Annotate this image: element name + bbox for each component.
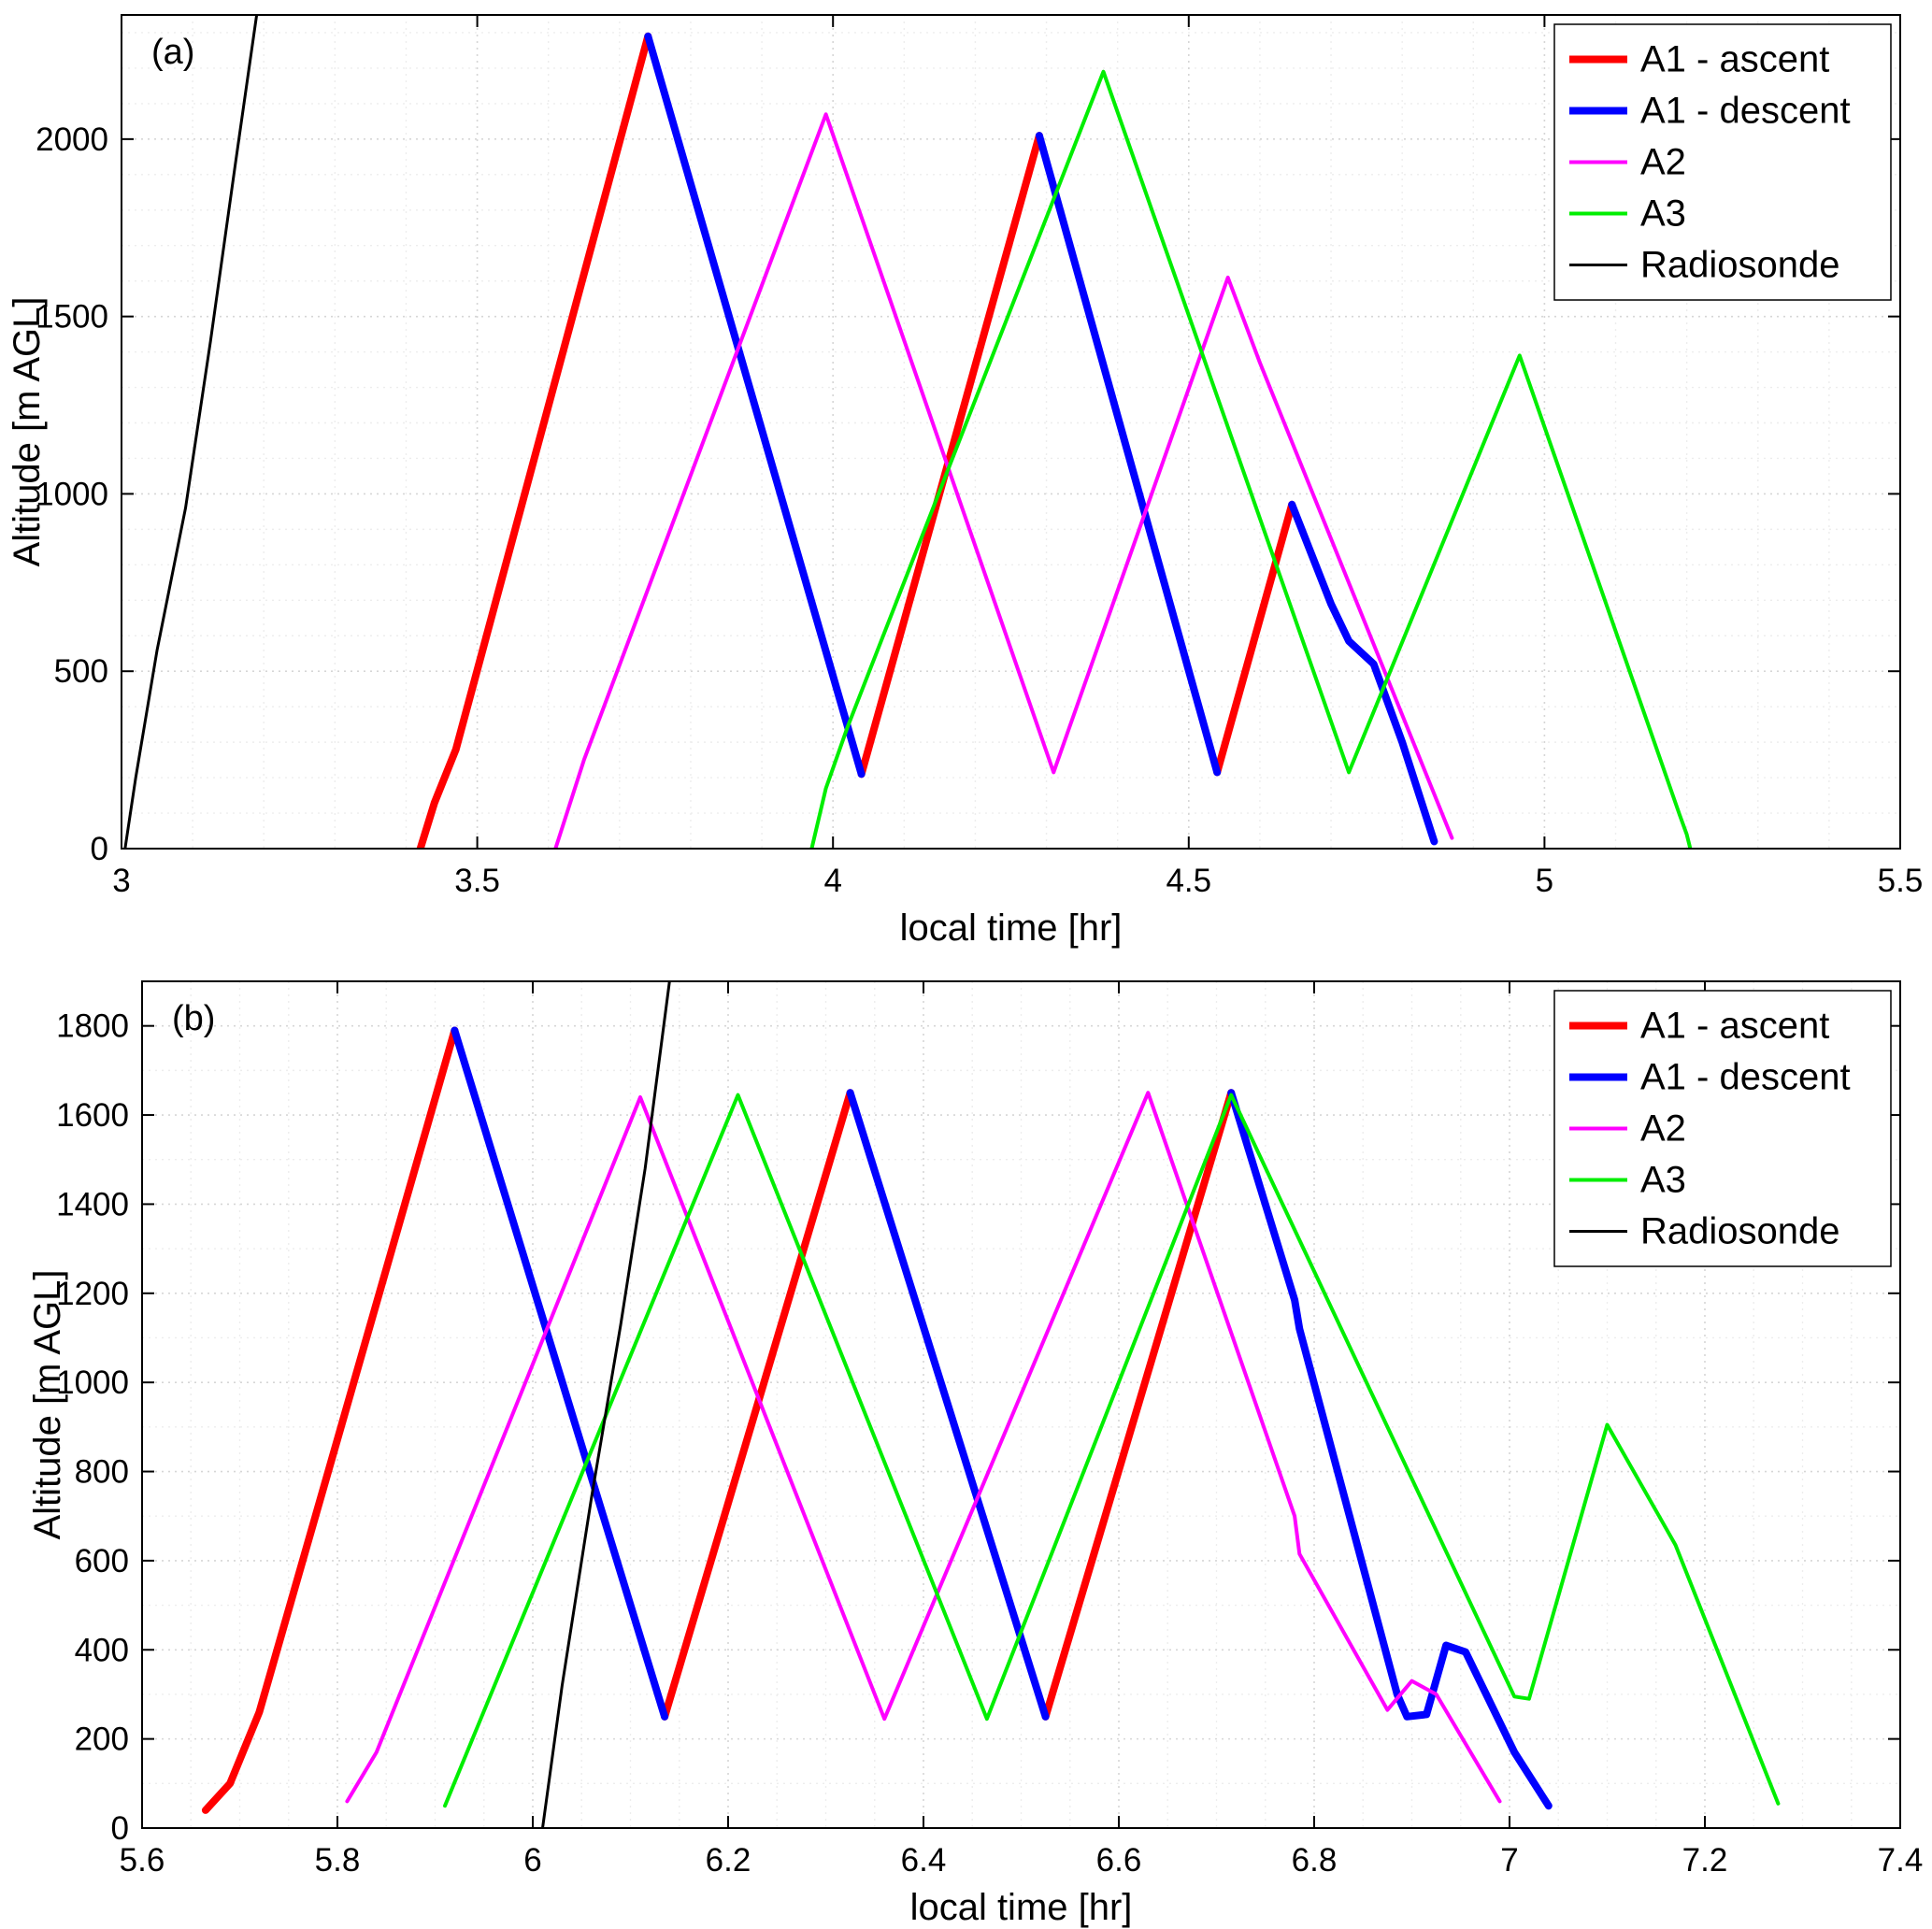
series-a1-descent bbox=[1288, 500, 1438, 846]
y-tick-label: 0 bbox=[111, 1810, 129, 1847]
legend-label: Radiosonde bbox=[1640, 1211, 1840, 1252]
series-a2 bbox=[345, 1091, 1502, 1804]
legend-label: A1 - descent bbox=[1640, 1057, 1851, 1098]
series-group bbox=[201, 980, 1781, 1829]
series-radiosonde bbox=[541, 980, 671, 1829]
x-tick-label: 5.5 bbox=[1878, 863, 1924, 899]
series-a1-descent bbox=[846, 1089, 1050, 1721]
y-tick-label: 1000 bbox=[36, 476, 108, 512]
y-tick-label: 1600 bbox=[56, 1097, 129, 1134]
legend-label: Radiosonde bbox=[1640, 245, 1840, 286]
y-tick-label: 800 bbox=[75, 1454, 129, 1491]
series-a3 bbox=[809, 69, 1693, 850]
x-tick-label: 7.4 bbox=[1878, 1842, 1924, 1879]
y-tick-label: 1200 bbox=[56, 1276, 129, 1312]
legend-label: A3 bbox=[1640, 1160, 1686, 1201]
panel-label: (a) bbox=[151, 33, 194, 72]
legend-label: A1 - ascent bbox=[1640, 1006, 1829, 1047]
x-tick-label: 7.2 bbox=[1682, 1842, 1728, 1879]
x-tick-label: 6.4 bbox=[901, 1842, 947, 1879]
x-axis-label: local time [hr] bbox=[900, 907, 1123, 949]
series-a1-descent bbox=[451, 1026, 669, 1721]
y-tick-label: 400 bbox=[75, 1632, 129, 1668]
y-tick-label: 1800 bbox=[56, 1008, 129, 1045]
legend-label: A1 - ascent bbox=[1640, 39, 1829, 80]
series-group bbox=[123, 14, 1693, 850]
series-a1-descent bbox=[644, 32, 866, 779]
series-a1-ascent bbox=[857, 132, 1043, 779]
x-tick-label: 5 bbox=[1536, 863, 1553, 899]
axes: 3 3.5 4 4.5 5 5.5 0 500 1000 1500 2000 bbox=[36, 14, 1924, 899]
y-axis-label: Altitude [m AGL] bbox=[27, 1269, 68, 1539]
series-a1-descent bbox=[1227, 1089, 1553, 1810]
panel-a: 3 3.5 4 4.5 5 5.5 0 500 1000 1500 2000 local time [… bbox=[0, 0, 1932, 953]
x-tick-label: 4 bbox=[823, 863, 841, 899]
legend-label: A2 bbox=[1640, 142, 1686, 183]
x-tick-label: 6.2 bbox=[706, 1842, 751, 1879]
x-tick-label: 5.6 bbox=[120, 1842, 165, 1879]
y-tick-label: 2000 bbox=[36, 121, 108, 158]
series-a2 bbox=[553, 112, 1454, 850]
y-tick-label: 200 bbox=[75, 1722, 129, 1758]
x-tick-label: 7 bbox=[1500, 1842, 1518, 1879]
series-a1-ascent bbox=[661, 1089, 854, 1721]
x-tick-label: 6.6 bbox=[1096, 1842, 1142, 1879]
series-a1-ascent bbox=[416, 32, 652, 850]
series-a1-ascent bbox=[1213, 500, 1296, 777]
axes: 5.6 5.8 6 6.2 6.4 6.6 6.8 7 7.2 7.4 0 200 400 600 800 1… bbox=[56, 980, 1924, 1879]
y-tick-label: 500 bbox=[54, 653, 108, 690]
chart-b: 5.6 5.8 6 6.2 6.4 6.6 6.8 7 7.2 7.4 0 200 400 600 800 1… bbox=[27, 980, 1924, 1928]
series-radiosonde bbox=[123, 14, 259, 850]
x-tick-label: 6.8 bbox=[1292, 1842, 1338, 1879]
series-a1-descent bbox=[1035, 132, 1222, 777]
x-tick-label: 4.5 bbox=[1166, 863, 1211, 899]
y-tick-label: 1400 bbox=[56, 1186, 129, 1222]
series-a1-ascent bbox=[1041, 1089, 1236, 1721]
x-axis-label: local time [hr] bbox=[910, 1887, 1133, 1928]
chart-a: 3 3.5 4 4.5 5 5.5 0 500 1000 1500 2000 local time [… bbox=[7, 14, 1924, 949]
y-tick-label: 1500 bbox=[36, 299, 108, 336]
y-tick-label: 0 bbox=[91, 831, 108, 867]
x-tick-label: 6 bbox=[523, 1842, 541, 1879]
legend-label: A1 - descent bbox=[1640, 91, 1851, 132]
legend: A1 - ascent A1 - descent A2 A3 Radiosonde bbox=[1553, 23, 1892, 301]
x-tick-label: 5.8 bbox=[315, 1842, 361, 1879]
series-a1-ascent bbox=[201, 1026, 459, 1814]
legend-label: A2 bbox=[1640, 1108, 1686, 1150]
y-tick-label: 600 bbox=[75, 1543, 129, 1579]
legend-label: A3 bbox=[1640, 193, 1686, 235]
panel-b: 5.6 5.8 6 6.2 6.4 6.6 6.8 7 7.2 7.4 0 200 400 600 800 1… bbox=[0, 953, 1932, 1929]
y-tick-label: 1000 bbox=[56, 1365, 129, 1401]
legend: A1 - ascent A1 - descent A2 A3 Radiosonde bbox=[1553, 990, 1892, 1267]
y-axis-label: Altitude [m AGL] bbox=[7, 296, 48, 566]
x-tick-label: 3 bbox=[112, 863, 130, 899]
series-a3 bbox=[443, 1093, 1781, 1808]
x-tick-label: 3.5 bbox=[454, 863, 500, 899]
panel-label: (b) bbox=[172, 999, 215, 1038]
